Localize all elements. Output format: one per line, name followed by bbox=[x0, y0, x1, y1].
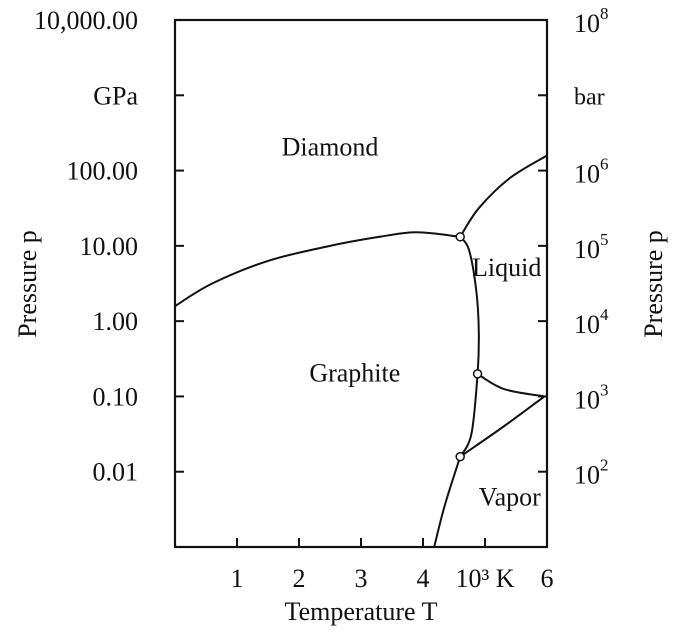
x-tick-label: 1 bbox=[231, 564, 244, 593]
region-label-liquid: Liquid bbox=[472, 253, 541, 282]
y-right-tick-label: bar bbox=[574, 84, 605, 110]
phase-boundary-line bbox=[459, 154, 548, 238]
x-tick-label: 10³ K bbox=[455, 564, 514, 593]
y-right-tick-label: 103 bbox=[574, 380, 609, 414]
y-right-tick-base: 10 bbox=[574, 9, 600, 38]
y-right-tick-base: 10 bbox=[574, 310, 600, 339]
region-label-diamond: Diamond bbox=[282, 133, 379, 162]
phase-boundary-line bbox=[477, 372, 545, 398]
left-y-axis-label: Pressure p bbox=[13, 230, 42, 338]
triple-point bbox=[455, 232, 465, 242]
y-left-tick-label: GPa bbox=[93, 81, 138, 110]
y-right-tick-label: 105 bbox=[574, 230, 609, 264]
phase-boundaries bbox=[174, 154, 548, 548]
region-labels: Diamond Liquid Graphite Vapor bbox=[282, 133, 542, 512]
y-right-tick-exponent: 2 bbox=[600, 456, 609, 475]
y-right-tick-base: 10 bbox=[574, 235, 600, 264]
y-left-tick-label: 0.01 bbox=[93, 458, 139, 487]
y-left-tick-label: 0.10 bbox=[93, 382, 139, 411]
x-axis-ticks: 1 2 3 4 10³ K 6 bbox=[231, 538, 554, 593]
y-left-tick-label: 100.00 bbox=[67, 157, 139, 186]
left-y-axis-ticks: 10,000.00 GPa 100.00 10.00 1.00 0.10 0.01 bbox=[34, 6, 184, 487]
y-right-tick-label: 104 bbox=[574, 305, 609, 339]
right-y-axis-label: Pressure p bbox=[639, 230, 668, 338]
y-right-tick-base: 10 bbox=[574, 160, 600, 189]
y-right-tick-exponent: 6 bbox=[600, 155, 609, 174]
region-label-graphite: Graphite bbox=[309, 358, 400, 387]
y-right-tick-exponent: 3 bbox=[600, 380, 609, 399]
x-tick-label: 2 bbox=[293, 564, 306, 593]
y-left-tick-label: 1.00 bbox=[93, 307, 139, 336]
triple-point bbox=[472, 369, 483, 379]
y-right-tick-exponent: 8 bbox=[600, 4, 609, 23]
y-right-tick-label: 108 bbox=[574, 4, 609, 38]
y-right-tick-label: 106 bbox=[574, 155, 609, 189]
plot-frame bbox=[173, 18, 549, 549]
phase-boundary-line bbox=[433, 456, 462, 548]
y-right-tick-base: 10 bbox=[574, 461, 600, 490]
x-tick-label: 4 bbox=[417, 564, 430, 593]
y-left-tick-label: 10.00 bbox=[80, 232, 139, 261]
y-right-tick-base: 10 bbox=[574, 385, 600, 414]
x-tick-label: 6 bbox=[541, 564, 554, 593]
y-right-tick-exponent: 4 bbox=[600, 305, 609, 324]
x-tick-label: 3 bbox=[355, 564, 368, 593]
triple-points bbox=[455, 232, 483, 462]
y-right-tick-label: 102 bbox=[574, 456, 609, 490]
y-right-tick-exponent: 5 bbox=[600, 230, 609, 249]
phase-boundary-line bbox=[459, 395, 546, 458]
y-left-tick-label: 10,000.00 bbox=[34, 6, 138, 35]
phase-boundary-line bbox=[174, 231, 461, 307]
triple-point bbox=[455, 451, 465, 462]
phase-boundary-line bbox=[459, 236, 480, 458]
x-axis-label: Temperature T bbox=[285, 597, 438, 626]
region-label-vapor: Vapor bbox=[479, 483, 541, 512]
